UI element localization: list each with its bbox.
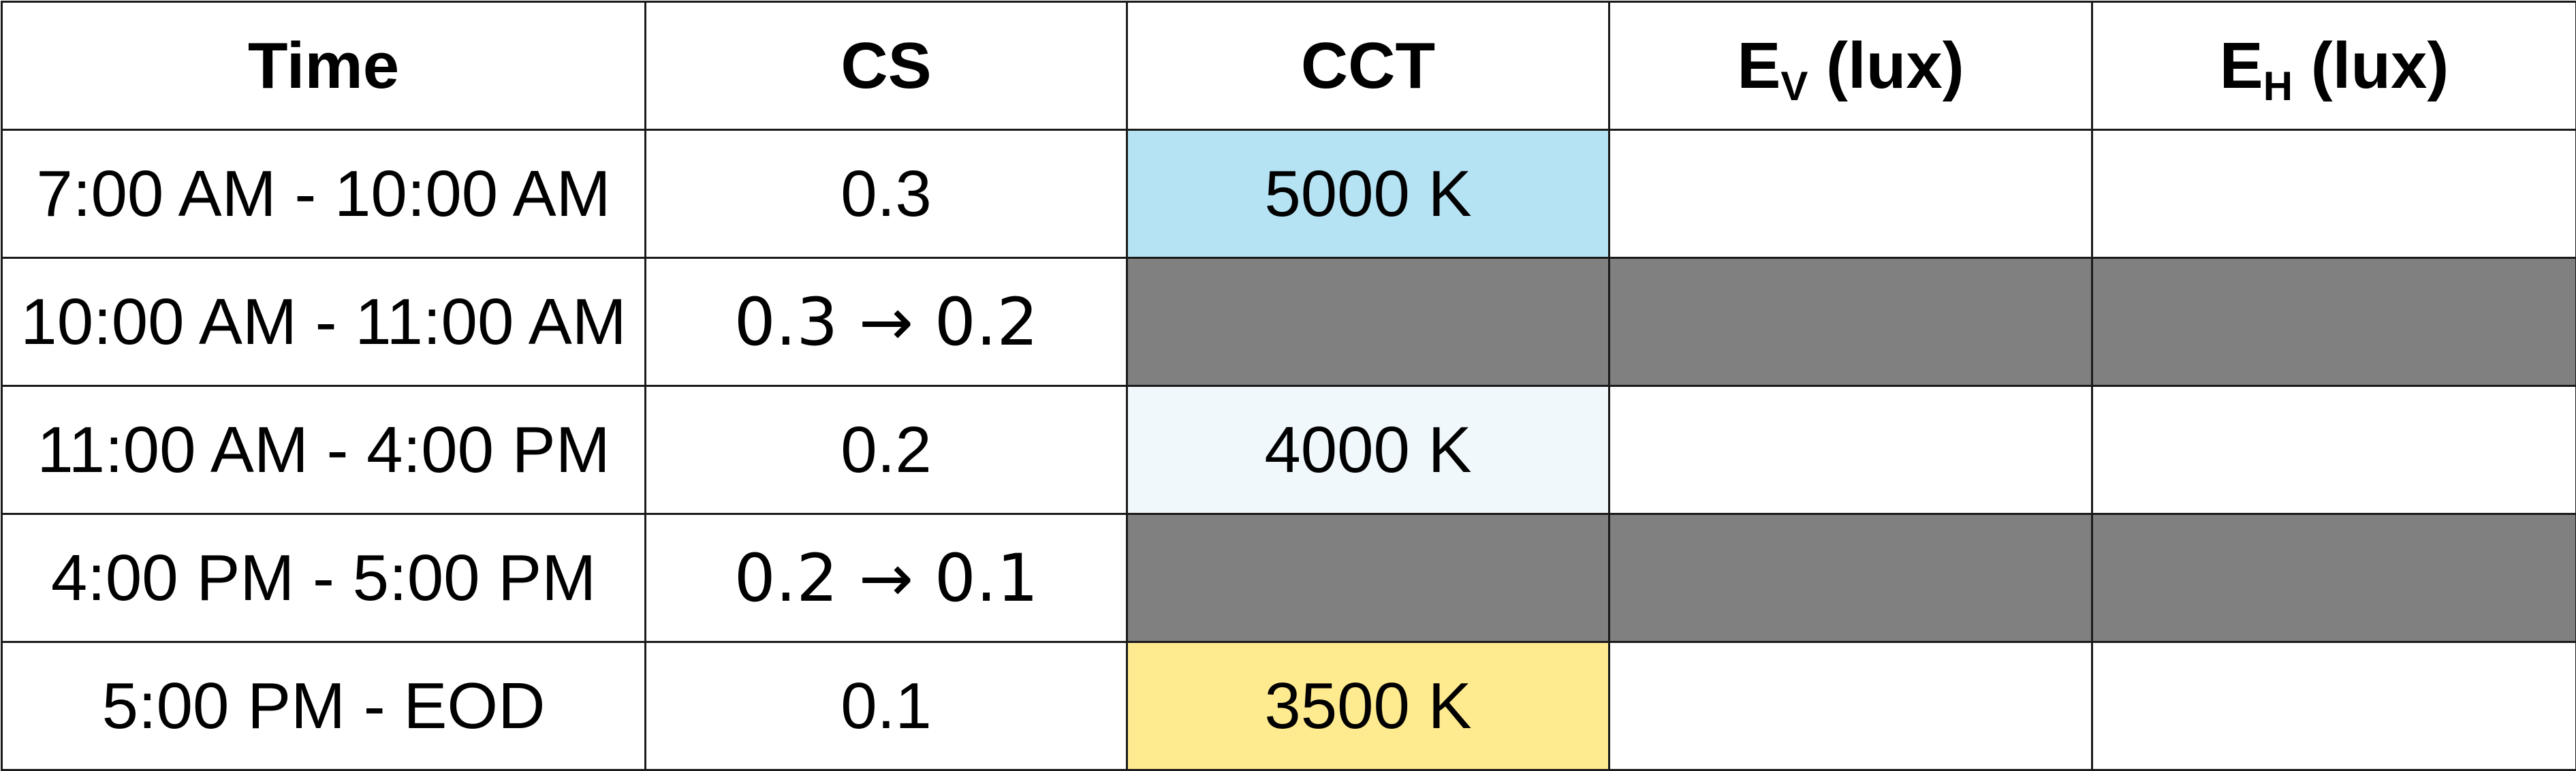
cs-cell: 0.2 → 0.1	[646, 514, 1127, 642]
time-cell: 11:00 AM - 4:00 PM	[2, 386, 646, 514]
eh-cell-transition	[2092, 258, 2576, 386]
eh-cell	[2092, 642, 2576, 770]
header-eh-subscript: H	[2263, 63, 2293, 109]
cct-cell-transition	[1127, 514, 1609, 642]
eh-cell	[2092, 386, 2576, 514]
ev-cell-transition	[1609, 258, 2092, 386]
time-cell: 10:00 AM - 11:00 AM	[2, 258, 646, 386]
table-row: 7:00 AM - 10:00 AM 0.3 5000 K	[2, 130, 2576, 258]
cct-cell-5000k: 5000 K	[1127, 130, 1609, 258]
table-row: 11:00 AM - 4:00 PM 0.2 4000 K	[2, 386, 2576, 514]
header-ev-subscript: V	[1780, 63, 1808, 109]
cs-cell: 0.3	[646, 130, 1127, 258]
header-eh: EH (lux)	[2092, 2, 2576, 130]
header-ev: EV (lux)	[1609, 2, 2092, 130]
cct-cell-transition	[1127, 258, 1609, 386]
cct-cell-4000k: 4000 K	[1127, 386, 1609, 514]
time-cell: 5:00 PM - EOD	[2, 642, 646, 770]
cs-cell: 0.3 → 0.2	[646, 258, 1127, 386]
header-row: Time CS CCT EV (lux) EH (lux)	[2, 2, 2576, 130]
ev-cell	[1609, 130, 2092, 258]
time-cell: 7:00 AM - 10:00 AM	[2, 130, 646, 258]
eh-cell-transition	[2092, 514, 2576, 642]
ev-cell	[1609, 386, 2092, 514]
eh-cell	[2092, 130, 2576, 258]
header-time: Time	[2, 2, 646, 130]
time-cell: 4:00 PM - 5:00 PM	[2, 514, 646, 642]
cs-cell: 0.1	[646, 642, 1127, 770]
table-row: 5:00 PM - EOD 0.1 3500 K	[2, 642, 2576, 770]
header-cs: CS	[646, 2, 1127, 130]
header-cct: CCT	[1127, 2, 1609, 130]
header-ev-symbol: E	[1737, 29, 1780, 102]
cct-cell-3500k: 3500 K	[1127, 642, 1609, 770]
header-eh-unit: (lux)	[2311, 29, 2449, 102]
header-ev-unit: (lux)	[1826, 29, 1964, 102]
header-eh-symbol: E	[2220, 29, 2263, 102]
ev-cell	[1609, 642, 2092, 770]
table-row: 4:00 PM - 5:00 PM 0.2 → 0.1	[2, 514, 2576, 642]
ev-cell-transition	[1609, 514, 2092, 642]
table-row: 10:00 AM - 11:00 AM 0.3 → 0.2	[2, 258, 2576, 386]
cs-cell: 0.2	[646, 386, 1127, 514]
